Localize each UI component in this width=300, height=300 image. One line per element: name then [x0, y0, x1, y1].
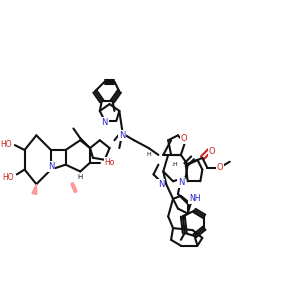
Text: N: N — [48, 162, 54, 171]
Text: N: N — [101, 118, 108, 127]
Text: N: N — [158, 180, 164, 189]
Text: NH: NH — [189, 194, 200, 203]
Text: O: O — [209, 148, 215, 157]
Text: Ho: Ho — [105, 158, 115, 167]
Text: N: N — [178, 178, 184, 187]
Polygon shape — [32, 184, 37, 194]
Text: .H: .H — [172, 162, 178, 167]
Text: HO: HO — [2, 173, 14, 182]
Text: O: O — [217, 163, 223, 172]
Text: O: O — [181, 134, 187, 143]
Text: N: N — [119, 131, 125, 140]
Text: H: H — [78, 174, 83, 180]
Text: H: H — [147, 152, 152, 158]
Text: HO: HO — [0, 140, 12, 148]
